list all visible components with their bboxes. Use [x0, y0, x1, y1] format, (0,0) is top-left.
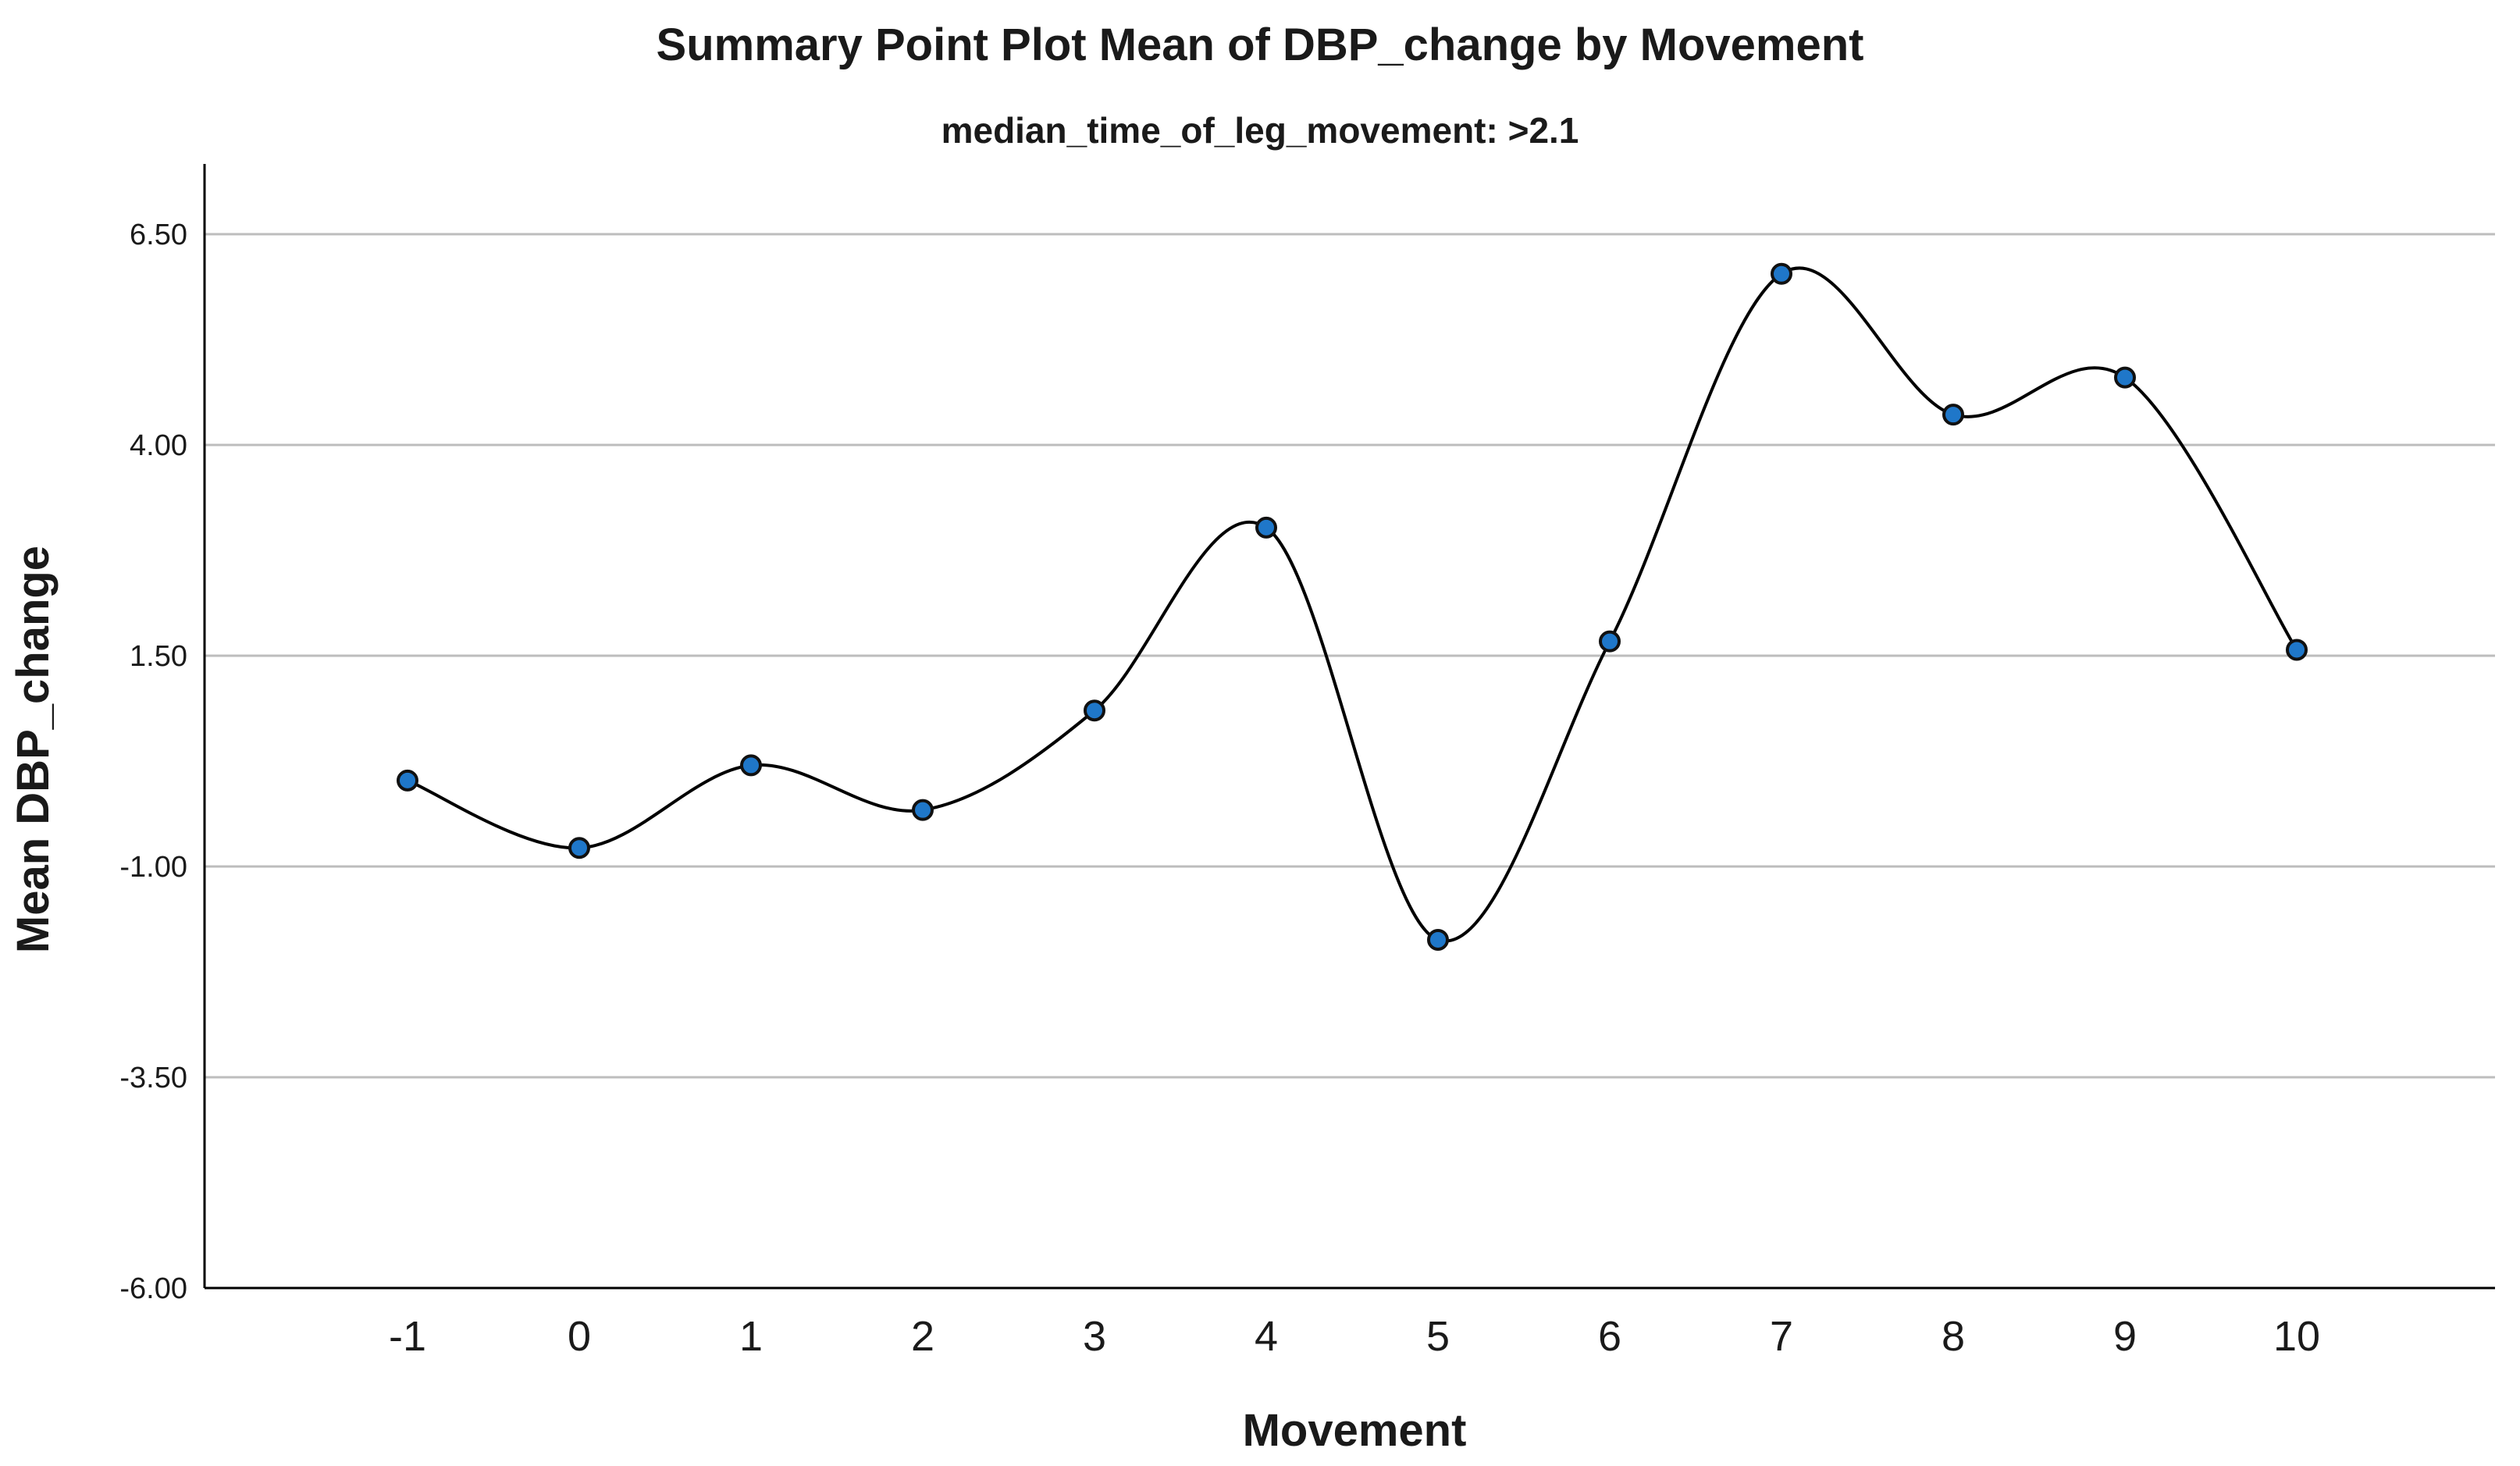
- y-tick-label: 6.50: [130, 219, 187, 251]
- y-axis-label: Mean DBP_change: [8, 546, 59, 953]
- y-tick-labels: 6.50 4.00 1.50 -1.00 -3.50 -6.00: [119, 219, 187, 1305]
- x-axis-label: Movement: [1243, 1405, 1467, 1456]
- chart-title: Summary Point Plot Mean of DBP_change by…: [656, 20, 1864, 70]
- x-tick-label: 0: [568, 1313, 591, 1360]
- axes: [203, 164, 2495, 1290]
- data-point: [1771, 262, 1792, 285]
- data-point: [1084, 699, 1105, 722]
- y-tick-label: 1.50: [130, 640, 187, 673]
- y-tick-label: -3.50: [119, 1062, 187, 1094]
- grid-lines: [205, 233, 2495, 1079]
- data-point: [2114, 366, 2136, 389]
- x-tick-label: 5: [1426, 1313, 1450, 1360]
- x-tick-label: 3: [1083, 1313, 1106, 1360]
- data-point: [2286, 639, 2308, 661]
- data-point: [568, 837, 590, 859]
- data-point: [1427, 928, 1449, 951]
- data-point: [1942, 404, 1964, 426]
- y-tick-label: -1.00: [119, 851, 187, 884]
- x-tick-label: 1: [739, 1313, 763, 1360]
- x-tick-label: 8: [1942, 1313, 1965, 1360]
- data-points: [397, 262, 2308, 951]
- x-tick-label: 7: [1770, 1313, 1793, 1360]
- x-tick-label: 10: [2273, 1313, 2320, 1360]
- x-tick-label: 9: [2113, 1313, 2137, 1360]
- chart-subtitle: median_time_of_leg_movement: >2.1: [941, 110, 1579, 151]
- x-tick-label: 6: [1598, 1313, 1621, 1360]
- x-tick-label: 4: [1255, 1313, 1278, 1360]
- data-point: [912, 799, 934, 821]
- y-tick-label: -6.00: [119, 1272, 187, 1305]
- data-point: [1599, 630, 1621, 653]
- x-tick-label: -1: [389, 1313, 426, 1360]
- x-tick-label: 2: [911, 1313, 934, 1360]
- data-point: [740, 754, 762, 777]
- y-tick-label: 4.00: [130, 429, 187, 462]
- x-tick-labels: -1 0 1 2 3 4 5 6 7 8 9 10: [389, 1313, 2320, 1360]
- data-point: [397, 769, 418, 792]
- data-point: [1255, 516, 1277, 539]
- series-line: [407, 266, 2298, 943]
